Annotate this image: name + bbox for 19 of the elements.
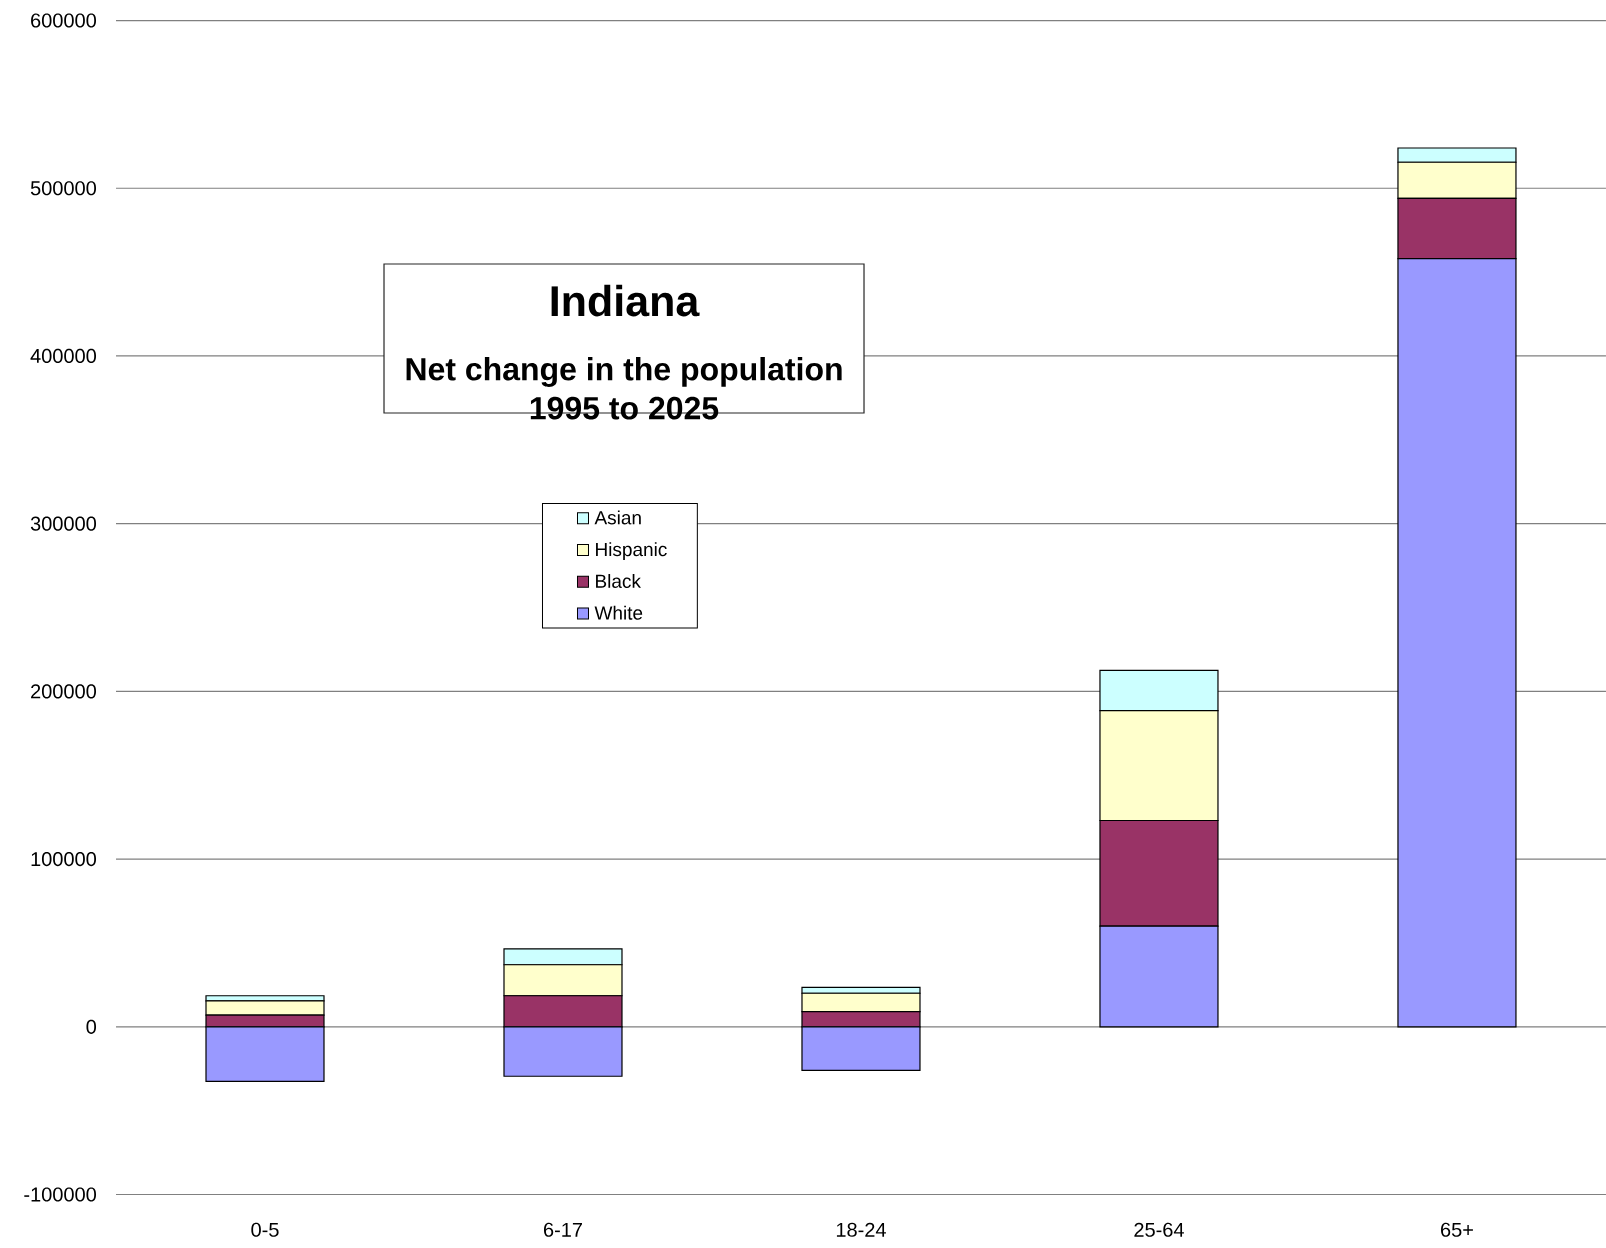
legend-label: Black — [596, 574, 641, 588]
legend-label: Asian — [594, 510, 641, 525]
x-tick-label: 65+ — [1441, 1222, 1473, 1237]
text: Net change in the population 1995 to 2025 — [406, 356, 842, 420]
y-tick-label: 0 — [86, 1019, 97, 1034]
y-tick-label: -100000 — [24, 1187, 97, 1202]
y-tick-label: 200000 — [31, 684, 97, 699]
legend-label: Hispanic — [596, 542, 667, 560]
x-tick-label: 0-5 — [251, 1222, 279, 1237]
y-tick-label: 500000 — [30, 181, 97, 196]
x-tick-label: 25-64 — [1134, 1222, 1184, 1237]
y-tick-label: 100000 — [31, 852, 97, 867]
legend-label: White — [594, 605, 643, 620]
y-tick-label: 400000 — [30, 348, 97, 364]
text: Indiana — [551, 284, 700, 317]
y-tick-label: 300000 — [30, 516, 97, 531]
y-tick-label: 600000 — [31, 13, 97, 28]
x-tick-label: 18-24 — [836, 1222, 886, 1237]
x-tick-label: 6-17 — [543, 1222, 582, 1237]
